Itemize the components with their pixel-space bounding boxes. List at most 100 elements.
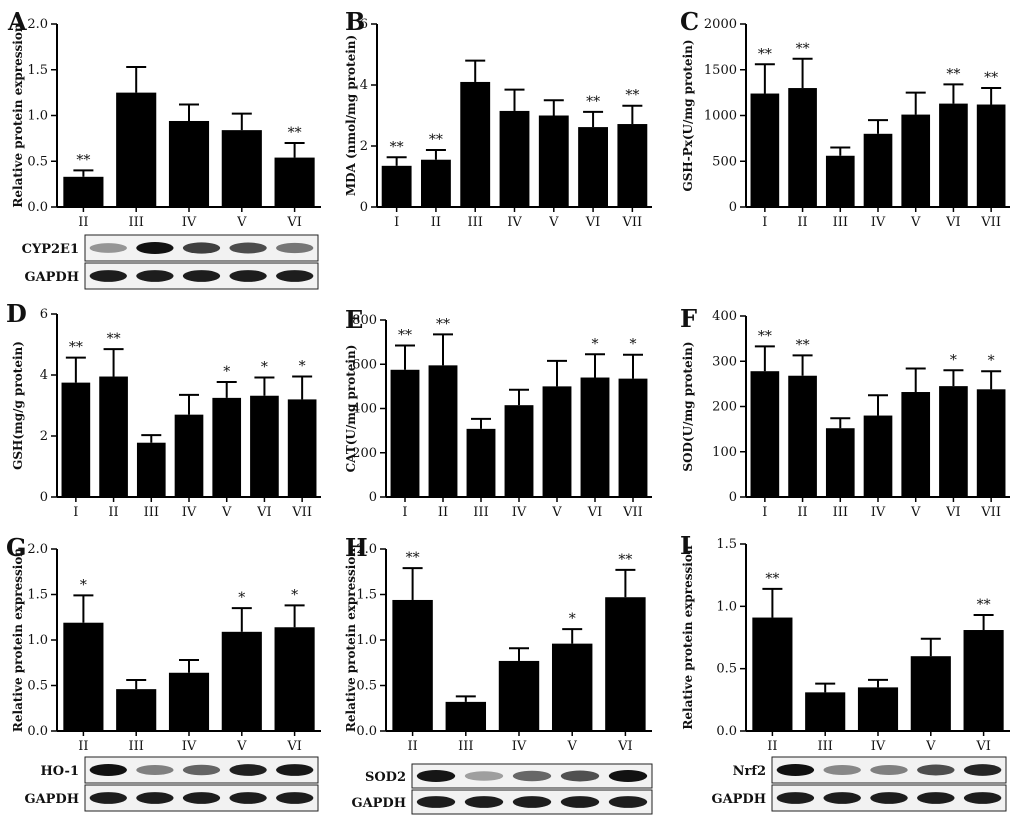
bar-e-2 <box>428 365 458 497</box>
blot-label-h: GAPDH <box>351 796 406 811</box>
y-tick-label-i: 1.5 <box>716 537 737 552</box>
x-tick-label-g: IV <box>182 739 197 754</box>
blot-band-i-5 <box>963 764 1002 776</box>
x-tick-label-b: II <box>431 215 441 230</box>
panel-label-e: E <box>345 305 363 334</box>
blot-band-g-3 <box>182 764 221 776</box>
y-tick-label-e: 400 <box>352 402 377 417</box>
bar-e-5 <box>542 386 572 497</box>
blot-band-a-2 <box>136 270 174 282</box>
significance-marker-a-5: ** <box>288 125 302 141</box>
bar-e-1 <box>390 369 420 497</box>
blot-band-h-5 <box>608 796 648 808</box>
x-tick-label-i: VI <box>975 739 991 754</box>
significance-marker-h-1: ** <box>406 550 420 566</box>
bar-h-1 <box>392 599 433 731</box>
significance-marker-c-7: ** <box>984 70 998 86</box>
y-tick-label-h: 2.0 <box>356 542 377 557</box>
x-tick-label-b: III <box>468 215 483 230</box>
bar-e-4 <box>504 405 534 497</box>
x-tick-label-b: IV <box>507 215 522 230</box>
significance-marker-b-1: ** <box>390 139 404 155</box>
x-tick-label-c: VII <box>980 215 1001 230</box>
x-tick-label-b: V <box>548 215 559 230</box>
y-tick-label-d: 2 <box>40 429 48 444</box>
significance-marker-e-1: ** <box>398 327 412 343</box>
x-tick-label-b: VI <box>585 215 601 230</box>
x-tick-label-a: IV <box>182 215 197 230</box>
blot-band-g-4 <box>229 764 267 776</box>
x-tick-label-c: IV <box>871 215 886 230</box>
y-tick-label-a: 2.0 <box>27 17 48 32</box>
y-axis-title-d: GSH(mg/g protein) <box>11 341 25 470</box>
bar-f-2 <box>788 375 817 497</box>
blot-band-a-2 <box>136 242 174 254</box>
bar-c-1 <box>750 93 780 207</box>
bar-e-3 <box>466 428 496 497</box>
x-tick-label-i: III <box>817 739 832 754</box>
bar-a-3 <box>168 120 210 207</box>
bar-c-6 <box>939 103 968 207</box>
y-tick-label-h: 0.5 <box>356 679 377 694</box>
blot-label-a: GAPDH <box>24 270 79 285</box>
blot-band-i-2 <box>823 765 861 775</box>
y-tick-label-c: 500 <box>712 154 737 169</box>
significance-marker-c-1: ** <box>758 46 772 62</box>
x-tick-label-g: III <box>128 739 143 754</box>
panel-label-h: H <box>345 533 368 562</box>
x-tick-label-f: VI <box>945 505 961 520</box>
bar-d-4 <box>174 414 204 497</box>
blot-band-g-5 <box>276 764 314 776</box>
blot-band-a-4 <box>229 242 267 254</box>
y-tick-label-i: 0.5 <box>716 662 737 677</box>
bar-b-4 <box>499 110 530 207</box>
y-tick-label-c: 1000 <box>704 109 737 124</box>
blot-band-g-2 <box>136 764 174 776</box>
y-tick-label-f: 100 <box>712 445 737 460</box>
y-tick-label-a: 0.5 <box>27 154 48 169</box>
x-tick-label-f: V <box>910 505 921 520</box>
significance-marker-d-6: * <box>261 359 268 375</box>
blot-row-a-cyp2e1: CYP2E1 <box>22 234 319 262</box>
blot-band-i-2 <box>823 792 861 804</box>
bar-c-3 <box>825 155 855 207</box>
x-tick-label-f: II <box>797 505 807 520</box>
bar-g-1 <box>63 622 104 731</box>
bar-b-3 <box>460 81 491 207</box>
blot-band-h-5 <box>608 770 648 782</box>
blot-band-h-1 <box>416 796 456 808</box>
x-tick-label-e: III <box>473 505 488 520</box>
y-tick-label-f: 300 <box>712 354 737 369</box>
x-tick-label-f: III <box>833 505 848 520</box>
x-tick-label-d: VI <box>256 505 272 520</box>
y-tick-label-b: 2 <box>360 139 368 154</box>
blot-band-i-1 <box>776 764 815 776</box>
panel-label-f: F <box>680 304 697 333</box>
x-tick-label-g: VI <box>286 739 302 754</box>
y-tick-label-g: 1.5 <box>27 588 48 603</box>
significance-marker-c-2: ** <box>796 41 810 57</box>
x-tick-label-a: VI <box>286 215 302 230</box>
blot-row-h-sod2: SOD2 <box>365 763 653 789</box>
y-axis-title-a: Relative protein expression <box>11 23 25 207</box>
x-tick-label-c: V <box>910 215 921 230</box>
x-tick-label-d: VII <box>291 505 312 520</box>
blot-row-a-gapdh: GAPDH <box>24 262 319 290</box>
bar-d-7 <box>287 399 317 497</box>
y-axis-title-e: CAT(U/mg protein) <box>344 345 358 473</box>
blot-row-g-gapdh: GAPDH <box>24 784 319 812</box>
blot-band-a-4 <box>229 270 267 282</box>
bar-c-7 <box>976 104 1006 207</box>
x-tick-label-a: V <box>236 215 247 230</box>
bar-e-6 <box>580 377 610 497</box>
x-tick-label-i: IV <box>871 739 886 754</box>
blot-band-g-1 <box>89 792 127 804</box>
bar-i-1 <box>752 617 793 731</box>
blot-band-a-3 <box>182 242 221 254</box>
y-tick-label-f: 400 <box>712 309 737 324</box>
bar-a-2 <box>116 92 157 207</box>
blot-label-g: HO-1 <box>40 764 79 779</box>
y-tick-label-c: 0 <box>729 200 737 215</box>
